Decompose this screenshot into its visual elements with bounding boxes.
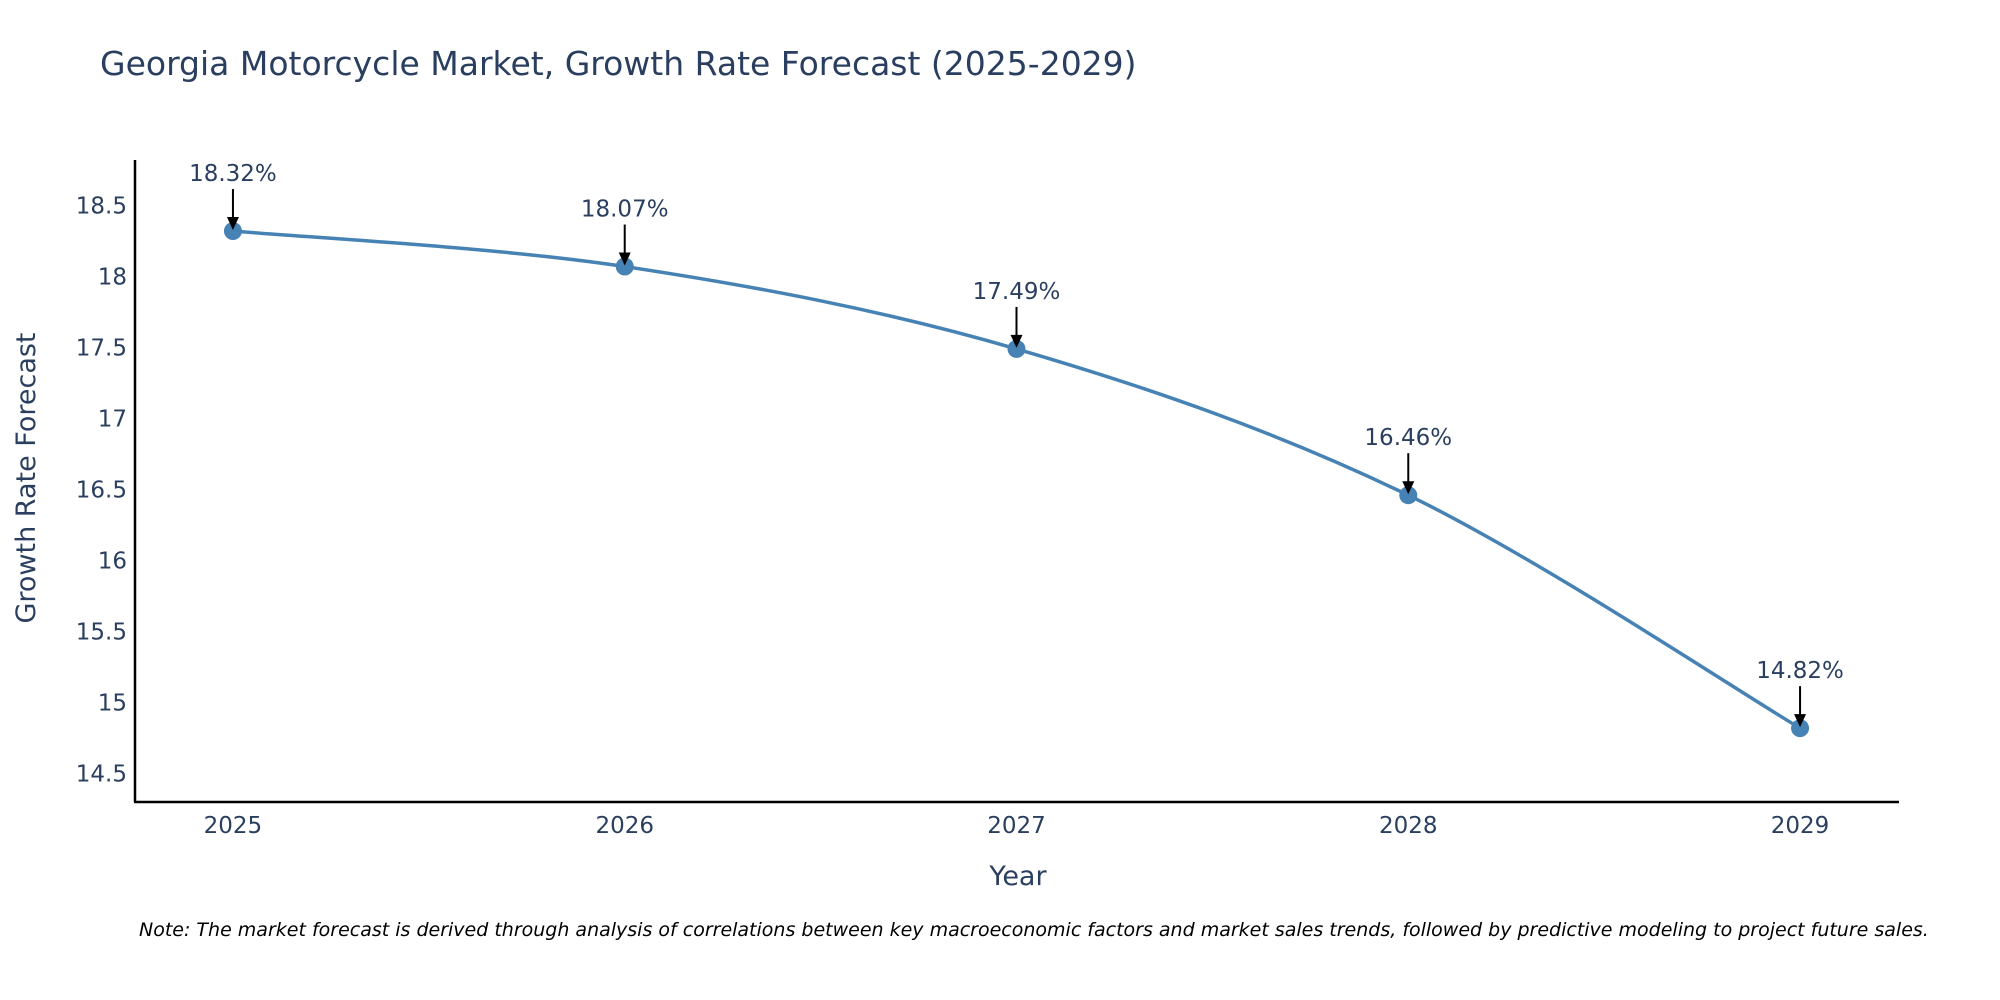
annotation-arrow-head [226, 217, 239, 231]
annotation-arrow-head [1402, 481, 1415, 495]
series-line [232, 229, 1801, 730]
data-label: 17.49% [973, 279, 1061, 305]
y-tick-label: 15.5 [76, 620, 127, 646]
y-tick-label: 17.5 [76, 335, 127, 361]
y-tick-label: 18 [98, 264, 127, 290]
data-point[interactable] [615, 257, 634, 276]
x-axis-title: Year [988, 861, 1047, 892]
series-layer [232, 229, 1801, 730]
data-label: 18.07% [581, 197, 669, 223]
y-axis-title: Growth Rate Forecast [11, 332, 42, 623]
chart-title: Georgia Motorcycle Market, Growth Rate F… [100, 44, 1137, 83]
x-tick-labels: 2025 2026 2027 2028 2029 [204, 813, 1830, 839]
data-label: 16.46% [1364, 425, 1452, 451]
chart-note: Note: The market forecast is derived thr… [139, 919, 1929, 941]
axes-layer [133, 160, 1899, 804]
y-tick-label: 16 [98, 549, 127, 575]
x-tick-label: 2025 [204, 813, 263, 839]
annotation-arrow-head [1794, 714, 1807, 728]
data-point[interactable] [1399, 486, 1418, 505]
data-label: 14.82% [1756, 658, 1844, 684]
x-tick-label: 2028 [1379, 813, 1438, 839]
y-tick-label: 16.5 [76, 478, 127, 504]
data-point[interactable] [1007, 339, 1026, 358]
x-tick-label: 2026 [595, 813, 654, 839]
annotation-arrow-head [618, 252, 631, 266]
y-tick-label: 18.5 [76, 193, 127, 219]
data-label: 18.32% [189, 161, 277, 187]
y-tick-labels: 14.5 15 15.5 16 16.5 17 17.5 18 18.5 [76, 193, 127, 787]
y-tick-label: 15 [98, 691, 127, 717]
data-point[interactable] [223, 222, 242, 241]
annotations-layer: 18.32% 18.07% 17.49% 16.46% 14.82% [189, 161, 1844, 728]
annotation-arrow-head [1010, 334, 1023, 348]
data-point[interactable] [1791, 719, 1810, 738]
x-tick-label: 2029 [1771, 813, 1830, 839]
y-tick-label: 17 [98, 407, 127, 433]
y-tick-label: 14.5 [76, 762, 127, 788]
x-tick-label: 2027 [987, 813, 1046, 839]
points-layer [223, 222, 1810, 738]
